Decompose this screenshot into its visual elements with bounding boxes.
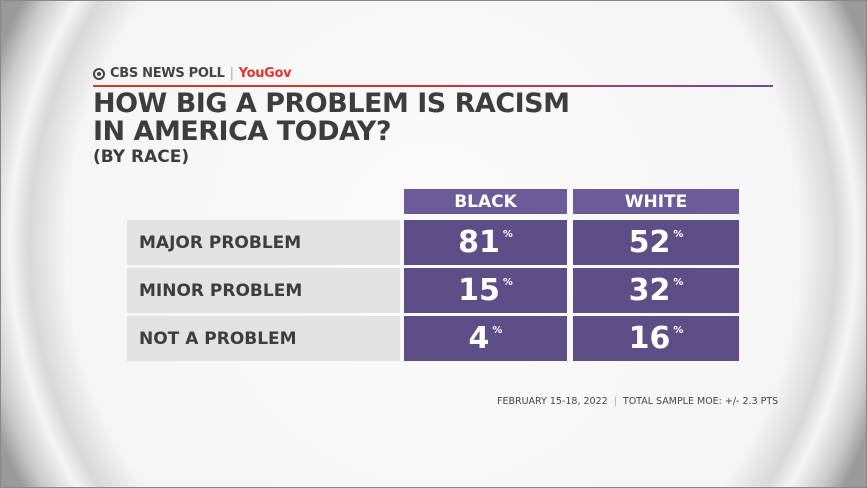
- value-number: 81: [458, 225, 500, 260]
- brand-separator: |: [229, 66, 234, 81]
- value-number: 15: [458, 273, 500, 308]
- header-rule: [93, 85, 773, 87]
- percent-sign: %: [673, 229, 684, 240]
- value-cell: 32%: [573, 268, 739, 313]
- cbs-eye-icon: [93, 67, 105, 80]
- brand-name: CBS NEWS POLL: [110, 66, 225, 81]
- page-title: HOW BIG A PROBLEM IS RACISM IN AMERICA T…: [93, 90, 570, 146]
- poll-date: FEBRUARY 15-18, 2022: [497, 396, 608, 407]
- brand: CBS NEWS POLL | YouGov: [93, 66, 292, 81]
- footer-separator: |: [613, 396, 617, 407]
- column-header-white: WHITE: [573, 189, 739, 214]
- value-number: 32: [628, 273, 671, 308]
- title-line-2: IN AMERICA TODAY?: [93, 116, 392, 147]
- column-header-black: BLACK: [404, 189, 567, 214]
- percent-sign: %: [673, 325, 684, 336]
- row-label: NOT A PROBLEM: [127, 316, 400, 361]
- value-cell: 16%: [573, 316, 739, 361]
- title-line-1: HOW BIG A PROBLEM IS RACISM: [93, 88, 570, 119]
- value-cell: 81%: [404, 220, 567, 265]
- subtitle: (BY RACE): [93, 147, 190, 167]
- value-number: 52: [628, 225, 671, 260]
- margin-of-error: TOTAL SAMPLE MOE: +/- 2.3 PTS: [622, 396, 779, 407]
- value-number: 16: [628, 321, 671, 356]
- percent-sign: %: [502, 229, 513, 240]
- percent-sign: %: [502, 277, 513, 288]
- partner-name: YouGov: [238, 66, 292, 81]
- row-label: MAJOR PROBLEM: [127, 220, 400, 265]
- value-cell: 15%: [404, 268, 567, 313]
- footer: FEBRUARY 15-18, 2022 | TOTAL SAMPLE MOE: +…: [497, 396, 778, 407]
- percent-sign: %: [673, 277, 684, 288]
- value-number: 4: [468, 321, 490, 356]
- percent-sign: %: [492, 325, 503, 336]
- row-label: MINOR PROBLEM: [127, 268, 400, 313]
- value-cell: 4%: [404, 316, 567, 361]
- value-cell: 52%: [573, 220, 739, 265]
